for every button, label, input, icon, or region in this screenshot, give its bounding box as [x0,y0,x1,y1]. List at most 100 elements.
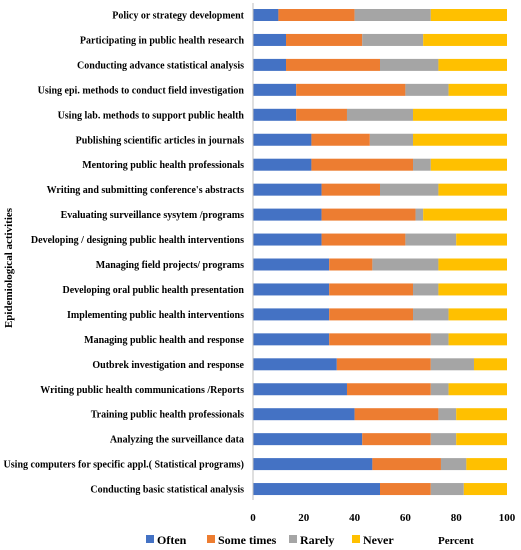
legend-label-often: Often [157,533,187,547]
legend-label-rarely: Rarely [300,533,334,547]
bar-rarely-13 [413,308,449,321]
category-label: Using epi. methods to conduct field inve… [38,85,245,96]
bar-rarely-20 [430,483,464,496]
legend: Often Some times Rarely Never [146,533,394,547]
x-axis-title: Percent [438,535,474,547]
bar-some-times-7 [311,158,414,171]
bar-never-16 [448,383,507,396]
y-axis-title: Epidemiological activities [3,207,15,328]
bar-some-times-6 [311,133,370,146]
legend-swatch-some-times [207,535,215,543]
bar-often-3 [253,58,287,71]
bar-never-5 [413,108,507,121]
category-label: Mentoring public health professionals [82,160,244,171]
bar-often-2 [253,33,287,46]
bar-never-19 [466,458,507,471]
x-tick-label: 100 [499,512,516,524]
category-label: Using computers for specific appl.( Stat… [4,460,244,471]
bar-rarely-11 [372,258,439,271]
bar-often-8 [253,183,322,196]
bar-some-times-14 [329,333,431,346]
bar-some-times-1 [278,9,355,21]
bar-rarely-7 [413,158,431,171]
bar-some-times-19 [372,458,441,471]
bar-never-2 [423,33,507,46]
bar-rarely-4 [405,83,449,96]
bar-never-3 [438,58,507,71]
bar-never-15 [473,358,507,371]
bar-some-times-3 [286,58,380,71]
x-tick-label: 40 [349,512,361,524]
category-label: Training public health professionals [91,410,244,421]
bar-often-10 [253,233,322,246]
category-label: Using lab. methods to support public hea… [58,110,245,121]
category-label: Implementing public health interventions [67,310,244,321]
bar-some-times-15 [336,358,431,371]
bar-never-17 [456,408,507,421]
bar-often-16 [253,383,347,396]
bar-rarely-18 [430,433,457,446]
bar-often-18 [253,433,363,446]
bar-rarely-8 [380,183,439,196]
bar-never-14 [448,333,507,346]
category-label: Managing public health and response [84,335,244,346]
bar-often-14 [253,333,330,346]
bar-rarely-3 [380,58,439,71]
bar-rarely-19 [440,458,467,471]
bar-rarely-1 [354,9,431,21]
bar-some-times-17 [354,408,439,421]
bar-often-17 [253,408,355,421]
bar-rarely-6 [369,133,414,146]
bar-never-13 [448,308,507,321]
bar-some-times-12 [329,283,414,296]
bar-never-10 [456,233,507,246]
bar-never-4 [448,83,507,96]
category-label: Analyzing the surveillance data [110,435,244,446]
bar-some-times-11 [329,258,373,271]
category-label: Evaluating surveillance sysytem /program… [61,210,245,221]
legend-label-never: Never [363,533,394,547]
category-label: Writing public health communications /Re… [40,385,244,396]
bar-rarely-12 [413,283,439,296]
bar-never-11 [438,258,507,271]
category-label: Writing and submitting conference's abst… [47,185,245,196]
x-axis-ticks: 0 20 40 60 80 100 [250,512,516,524]
x-tick-label: 0 [250,512,256,524]
bar-rarely-9 [415,208,424,221]
bar-never-1 [430,9,507,21]
bar-often-7 [253,158,312,171]
legend-swatch-never [352,535,360,543]
legend-label-some-times: Some times [218,533,277,547]
category-label: Conducting basic statistical analysis [90,485,244,496]
bars-layer [253,9,507,496]
legend-swatch-rarely [289,535,297,543]
category-label: Participating in public health research [80,35,245,46]
bar-rarely-15 [430,358,474,371]
bar-some-times-18 [362,433,431,446]
bar-rarely-5 [346,108,414,121]
bar-rarely-14 [430,333,449,346]
category-label: Managing field projects/ programs [96,260,244,271]
bar-never-18 [456,433,507,446]
category-label: Policy or strategy development [112,11,244,22]
bar-never-9 [423,208,507,221]
bar-often-6 [253,133,312,146]
bar-often-9 [253,208,322,221]
bar-never-6 [413,133,507,146]
bar-some-times-4 [296,83,406,96]
category-labels: Policy or strategy development Participat… [4,11,245,496]
category-label: Developing / designing public health int… [31,235,244,246]
x-tick-label: 20 [298,512,310,524]
bar-often-20 [253,483,380,496]
bar-often-5 [253,108,297,121]
bar-often-11 [253,258,330,271]
bar-some-times-8 [321,183,380,196]
bar-rarely-17 [438,408,457,421]
category-label: Publishing scientific articles in journa… [76,135,244,146]
bar-rarely-10 [405,233,457,246]
bar-often-19 [253,458,373,471]
bar-often-1 [253,9,279,21]
bar-never-7 [430,158,507,171]
bar-some-times-9 [321,208,416,221]
